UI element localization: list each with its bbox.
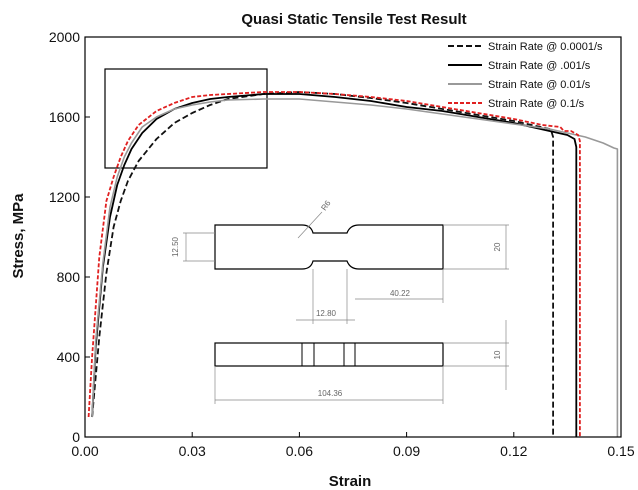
plot-area [87, 91, 619, 437]
chart-title: Quasi Static Tensile Test Result [241, 11, 466, 28]
dim-label: 12.50 [171, 236, 180, 257]
series-line-0 [91, 91, 554, 437]
dim-label: 20 [493, 242, 502, 251]
dogbone-top-view [214, 224, 444, 270]
legend-label: Strain Rate @ 0.0001/s [488, 41, 603, 53]
legend-label: Strain Rate @ 0.1/s [488, 98, 585, 110]
y-tick-label: 400 [57, 349, 81, 365]
series-line-1 [91, 93, 578, 437]
axis-ticks: 0.00 0.03 0.06 0.09 0.12 0.15 0 400 800 1200 1600 2… [49, 29, 635, 459]
x-tick-label: 0.12 [500, 443, 527, 459]
y-axis-label: Stress, MPa [10, 193, 27, 279]
x-tick-label: 0.03 [179, 443, 206, 459]
dimension-lines [183, 211, 509, 404]
legend-label: Strain Rate @ 0.01/s [488, 79, 591, 91]
dim-label: 104.36 [318, 389, 343, 398]
y-tick-label: 1600 [49, 109, 80, 125]
y-tick-label: 2000 [49, 29, 80, 45]
x-tick-label: 0.09 [393, 443, 420, 459]
dim-label: 40.22 [390, 289, 411, 298]
dim-label: R6 [319, 198, 333, 212]
dim-label: 10 [493, 350, 502, 359]
series-line-3 [87, 91, 581, 437]
legend: Strain Rate @ 0.0001/s Strain Rate @ .001… [448, 41, 603, 110]
legend-label: Strain Rate @ .001/s [488, 60, 591, 72]
plot-frame [84, 36, 622, 438]
zoom-box [104, 68, 268, 169]
x-tick-label: 0.06 [286, 443, 313, 459]
specimen-drawing: 12.50 R6 20 12.80 40.22 10 104.36 [104, 68, 509, 404]
y-tick-label: 1200 [49, 189, 80, 205]
dim-label: 12.80 [316, 309, 337, 318]
x-tick-label: 0.00 [71, 443, 98, 459]
x-axis-label: Strain [329, 473, 372, 490]
x-tick-label: 0.15 [607, 443, 634, 459]
dogbone-side-view [214, 342, 444, 367]
y-tick-label: 0 [72, 429, 80, 445]
y-tick-label: 800 [57, 269, 81, 285]
